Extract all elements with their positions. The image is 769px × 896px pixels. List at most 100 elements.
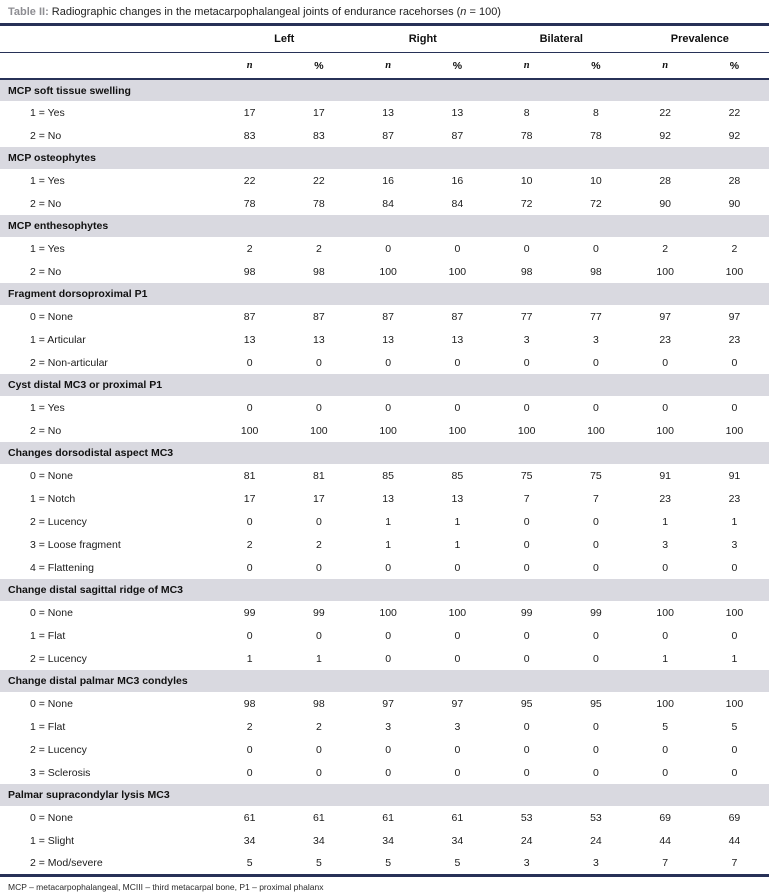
table-cell: 99 xyxy=(313,606,325,619)
table-row: 2 = Mod/severe 5 5 5 5 3 3 7 7 xyxy=(0,852,769,877)
table-cell: 10 xyxy=(590,174,602,187)
table-cell: 0 xyxy=(731,743,738,756)
section-header-row: Cyst distal MC3 or proximal P1 xyxy=(0,374,769,396)
table-cell: 87 xyxy=(313,310,325,323)
table-cell: 44 xyxy=(659,834,672,847)
row-label: 1 = Yes xyxy=(30,174,65,187)
table-row: 2 = No 83 83 87 87 78 78 92 92 xyxy=(0,124,769,147)
table-row: 2 = No 100 100 100 100 100 100 100 100 xyxy=(0,419,769,442)
table-cell: 100 xyxy=(725,697,744,710)
table-cell: 5 xyxy=(284,852,354,877)
table-cell: 53 xyxy=(590,811,602,824)
table-cell: 100 xyxy=(448,606,467,619)
table-cell: 92 xyxy=(728,129,741,142)
column-group-left: Left xyxy=(215,23,354,53)
table-cell: 2 xyxy=(662,242,669,255)
table-cell: 100 xyxy=(379,265,397,278)
section-header-row: MCP osteophytes xyxy=(0,147,769,169)
table-cell: 23 xyxy=(659,333,672,346)
table-cell: 0 xyxy=(592,515,599,528)
row-label: 3 = Sclerosis xyxy=(30,766,91,779)
table-cell: 100 xyxy=(656,606,674,619)
row-label: 0 = None xyxy=(30,811,73,824)
row-label: 1 = Flat xyxy=(30,720,66,733)
table-row: 1 = Flat 0 0 0 0 0 0 0 0 xyxy=(0,624,769,647)
table-cell: 3 xyxy=(592,333,599,346)
table-cell: 7 xyxy=(592,492,599,505)
table-cell: 23 xyxy=(659,492,672,505)
table-row: 0 = None 99 99 100 100 99 99 100 100 xyxy=(0,601,769,624)
table-cell: 0 xyxy=(523,652,530,665)
table-cell: 22 xyxy=(313,174,325,187)
table-cell: 0 xyxy=(662,356,669,369)
table-cell: 69 xyxy=(728,811,741,824)
row-label: 2 = No xyxy=(30,265,62,278)
table-cell: 0 xyxy=(731,629,738,642)
table-cell: 0 xyxy=(315,515,322,528)
section-header-row: Fragment dorsoproximal P1 xyxy=(0,283,769,305)
table-cell: 84 xyxy=(382,197,394,210)
section-header: Changes dorsodistal aspect MC3 xyxy=(8,447,174,459)
table-cell: 0 xyxy=(454,401,461,414)
table-row: 1 = Slight 34 34 34 34 24 24 44 44 xyxy=(0,829,769,852)
subheader-n: n xyxy=(630,52,700,80)
table-row: 2 = No 98 98 100 100 98 98 100 100 xyxy=(0,260,769,283)
table-cell: 34 xyxy=(382,834,394,847)
table-cell: 16 xyxy=(451,174,464,187)
table-cell: 2 xyxy=(246,242,253,255)
table-cell: 5 xyxy=(353,852,423,877)
table-cell: 92 xyxy=(659,129,672,142)
table-cell: 100 xyxy=(379,424,397,437)
table-cell: 28 xyxy=(659,174,672,187)
row-label: 1 = Notch xyxy=(30,492,76,505)
row-label: 2 = No xyxy=(30,129,62,142)
table-cell: 0 xyxy=(592,401,599,414)
table-cell: 100 xyxy=(725,606,744,619)
table-cell: 5 xyxy=(731,720,738,733)
table-cell: 24 xyxy=(590,834,602,847)
table-row: 1 = Yes 2 2 0 0 0 0 2 2 xyxy=(0,237,769,260)
table-cell: 77 xyxy=(520,310,533,323)
table-cell: 0 xyxy=(731,401,738,414)
table-cell: 3 xyxy=(523,333,530,346)
table-cell: 0 xyxy=(454,242,461,255)
row-label: 2 = Non-articular xyxy=(30,356,108,369)
table-cell: 0 xyxy=(246,766,253,779)
table-cell: 0 xyxy=(246,743,253,756)
table-cell: 95 xyxy=(520,697,533,710)
table-cell: 75 xyxy=(520,469,533,482)
table-cell: 61 xyxy=(313,811,325,824)
row-label: 2 = Lucency xyxy=(30,515,87,528)
subheader-pct: % xyxy=(422,52,493,80)
table-cell: 0 xyxy=(246,356,253,369)
table-cell: 0 xyxy=(592,743,599,756)
table-cell: 34 xyxy=(313,834,325,847)
table-cell: 17 xyxy=(313,492,325,505)
table-cell: 0 xyxy=(315,356,322,369)
table-cell: 0 xyxy=(385,242,392,255)
table-cell: 0 xyxy=(523,561,530,574)
table-cell: 0 xyxy=(454,766,461,779)
section-header-row: Change distal sagittal ridge of MC3 xyxy=(0,579,769,601)
table-cell: 0 xyxy=(662,561,669,574)
table-row: 0 = None 87 87 87 87 77 77 97 97 xyxy=(0,305,769,328)
table-row: 1 = Yes 0 0 0 0 0 0 0 0 xyxy=(0,396,769,419)
table-cell: 0 xyxy=(315,401,322,414)
table-cell: 3 xyxy=(561,852,631,877)
table-row: 1 = Yes 22 22 16 16 10 10 28 28 xyxy=(0,169,769,192)
table-cell: 0 xyxy=(592,356,599,369)
table-cell: 98 xyxy=(243,265,256,278)
table-cell: 5 xyxy=(662,720,669,733)
table-cell: 0 xyxy=(246,401,253,414)
table-cell: 75 xyxy=(590,469,602,482)
table-cell: 13 xyxy=(382,492,394,505)
table-cell: 13 xyxy=(382,333,394,346)
section-header-row: Changes dorsodistal aspect MC3 xyxy=(0,442,769,464)
table-cell: 0 xyxy=(454,743,461,756)
radiographic-changes-table: Left Right Bilateral Prevalence n % n % … xyxy=(0,23,769,877)
table-cell: 0 xyxy=(385,401,392,414)
table-cell: 0 xyxy=(523,515,530,528)
table-cell: 78 xyxy=(590,129,602,142)
table-cell: 100 xyxy=(310,424,328,437)
column-sub-row: n % n % n % n % xyxy=(0,52,769,80)
